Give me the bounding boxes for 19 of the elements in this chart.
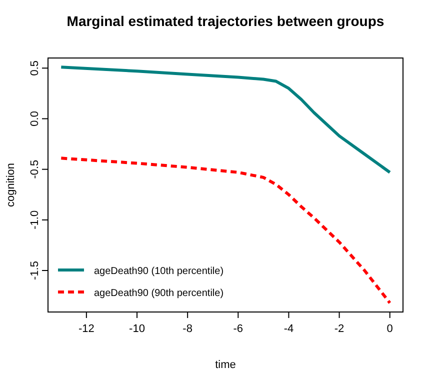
x-tick-label: -10 bbox=[129, 323, 145, 335]
y-tick-label: -0.5 bbox=[29, 160, 41, 179]
line-series bbox=[60, 66, 392, 174]
y-tick-label: 0.5 bbox=[29, 60, 41, 76]
x-tick-label: -4 bbox=[284, 323, 294, 335]
legend-label: ageDeath90 (10th percentile) bbox=[94, 266, 224, 277]
y-tick-label: -1.5 bbox=[29, 261, 41, 280]
x-tick-label: -6 bbox=[233, 323, 244, 335]
y-axis-title: cognition bbox=[5, 162, 17, 208]
x-tick-label: -2 bbox=[334, 323, 344, 335]
x-tick-label: 0 bbox=[386, 323, 393, 335]
x-axis-title: time bbox=[215, 359, 236, 371]
line-series bbox=[60, 156, 392, 304]
x-tick-label: -8 bbox=[182, 323, 192, 335]
legend-label: ageDeath90 (90th percentile) bbox=[94, 288, 224, 299]
y-tick-label: -1.0 bbox=[29, 210, 41, 230]
y-tick-label: 0.0 bbox=[29, 111, 41, 126]
chart-title: Marginal estimated trajectories between groups bbox=[66, 13, 384, 29]
x-tick-label: -12 bbox=[78, 323, 94, 335]
